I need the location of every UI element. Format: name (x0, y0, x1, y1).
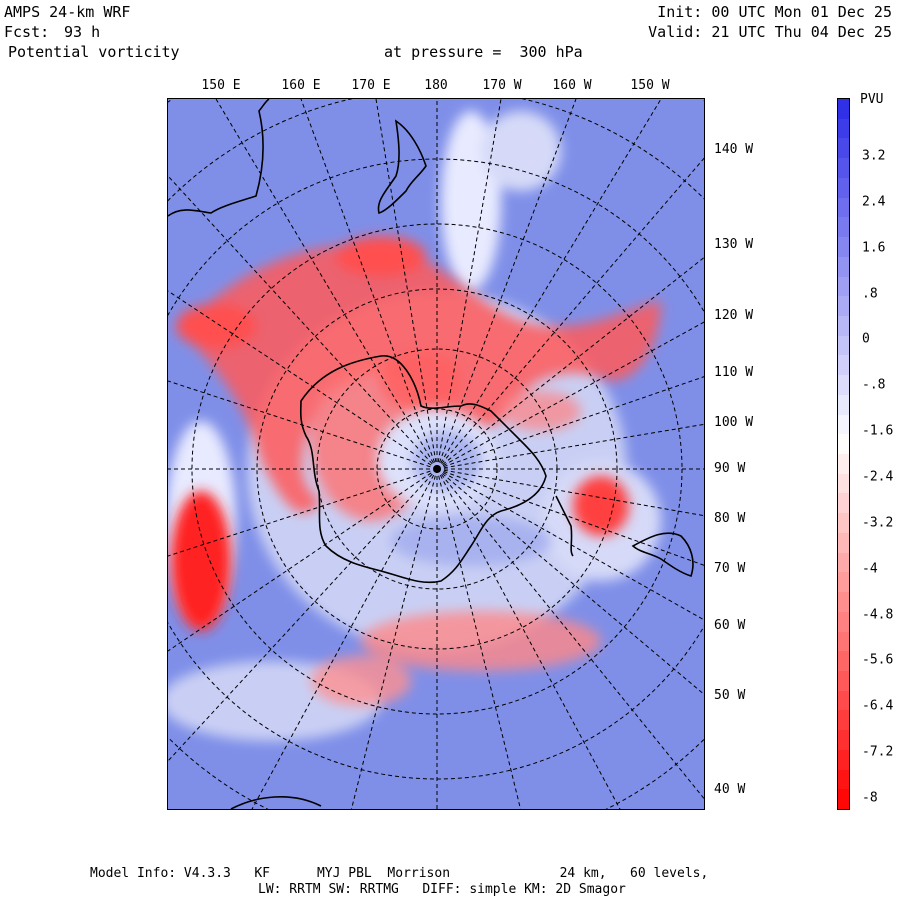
lon-label-top: 150 E (201, 78, 241, 93)
colorbar-segment (838, 375, 849, 396)
colorbar-tick-label: -4 (862, 561, 878, 577)
colorbar-unit: PVU (860, 92, 884, 107)
lon-label-right: 60 W (714, 618, 746, 633)
colorbar-segment (838, 394, 849, 416)
colorbar-segment (838, 611, 849, 632)
model-title: AMPS 24-km WRF (4, 3, 131, 21)
colorbar-segment (838, 118, 849, 139)
colorbar (837, 98, 850, 810)
colorbar-tick-label: -2.4 (862, 469, 894, 485)
colorbar-segment (838, 276, 849, 297)
colorbar-segment (838, 631, 849, 652)
colorbar-segment (838, 592, 849, 613)
colorbar-segment (838, 315, 849, 337)
colorbar-tick-label: -7.2 (862, 744, 894, 760)
pv-negative-zones (171, 236, 661, 706)
colorbar-segment (838, 217, 849, 238)
lon-label-right: 50 W (714, 688, 746, 703)
colorbar-segment (838, 789, 849, 810)
lon-label-right: 100 W (714, 415, 754, 430)
colorbar-tick-label: -5.6 (862, 652, 894, 668)
colorbar-segment (838, 493, 849, 514)
colorbar-tick-label: 2.4 (862, 194, 886, 210)
colorbar-tick-label: -.8 (862, 377, 886, 393)
map-panel[interactable] (167, 98, 705, 810)
colorbar-segment (838, 335, 849, 356)
colorbar-tick-label: -8 (862, 790, 878, 806)
colorbar-segment (838, 670, 849, 692)
lon-label-right: 70 W (714, 561, 746, 576)
lon-label-top: 170 W (482, 78, 522, 93)
colorbar-tick-label: -4.8 (862, 607, 894, 623)
colorbar-segment (838, 177, 849, 199)
colorbar-segment (838, 749, 849, 771)
forecast-hours: 93 h (64, 23, 101, 41)
colorbar-tick-label: 0 (862, 331, 870, 347)
colorbar-segment (838, 769, 849, 790)
init-time: Init: 00 UTC Mon 01 Dec 25 (657, 3, 892, 21)
colorbar-segment (838, 552, 849, 573)
lon-label-right: 130 W (714, 237, 754, 252)
colorbar-segment (838, 710, 849, 731)
colorbar-segment (838, 355, 849, 376)
colorbar-segment (838, 99, 849, 120)
colorbar-segment (838, 296, 849, 317)
colorbar-segment (838, 454, 849, 475)
colorbar-segment (838, 690, 849, 711)
lon-label-top: 180 (424, 78, 448, 93)
lon-label-right: 90 W (714, 461, 746, 476)
colorbar-segment (838, 532, 849, 554)
colorbar-segment (838, 138, 849, 159)
lon-label-top: 160 W (552, 78, 592, 93)
colorbar-segment (838, 237, 849, 258)
colorbar-segment (838, 197, 849, 218)
forecast-label: Fcst: (4, 23, 50, 41)
colorbar-tick-label: .8 (862, 286, 878, 302)
lon-label-right: 80 W (714, 511, 746, 526)
lon-label-right: 140 W (714, 142, 754, 157)
model-info-line2: LW: RRTM SW: RRTMG DIFF: simple KM: 2D S… (258, 882, 626, 897)
colorbar-tick-label: 1.6 (862, 240, 886, 256)
lon-label-top: 150 W (630, 78, 670, 93)
lon-label-top: 170 E (351, 78, 391, 93)
colorbar-segment (838, 158, 849, 179)
colorbar-tick-label: -1.6 (862, 423, 894, 439)
lon-label-top: 160 E (281, 78, 321, 93)
colorbar-segment (838, 572, 849, 593)
model-info-line1: Model Info: V4.3.3 KF MYJ PBL Morrison 2… (90, 866, 709, 881)
graticule-meridians (168, 99, 704, 809)
colorbar-tick-label: -6.4 (862, 698, 894, 714)
colorbar-segment (838, 414, 849, 435)
colorbar-tick-label: -3.2 (862, 515, 894, 531)
lon-label-right: 40 W (714, 782, 746, 797)
colorbar-segment (838, 513, 849, 534)
colorbar-segment (838, 651, 849, 672)
colorbar-segment (838, 730, 849, 751)
colorbar-segment (838, 434, 849, 455)
colorbar-tick-label: 3.2 (862, 148, 886, 164)
lon-label-right: 120 W (714, 308, 754, 323)
lon-label-right: 110 W (714, 365, 754, 380)
pv-map (168, 99, 704, 809)
pressure-level: at pressure = 300 hPa (384, 43, 583, 61)
colorbar-segment (838, 256, 849, 277)
field-name: Potential vorticity (8, 43, 180, 61)
colorbar-segment (838, 473, 849, 494)
valid-time: Valid: 21 UTC Thu 04 Dec 25 (648, 23, 892, 41)
